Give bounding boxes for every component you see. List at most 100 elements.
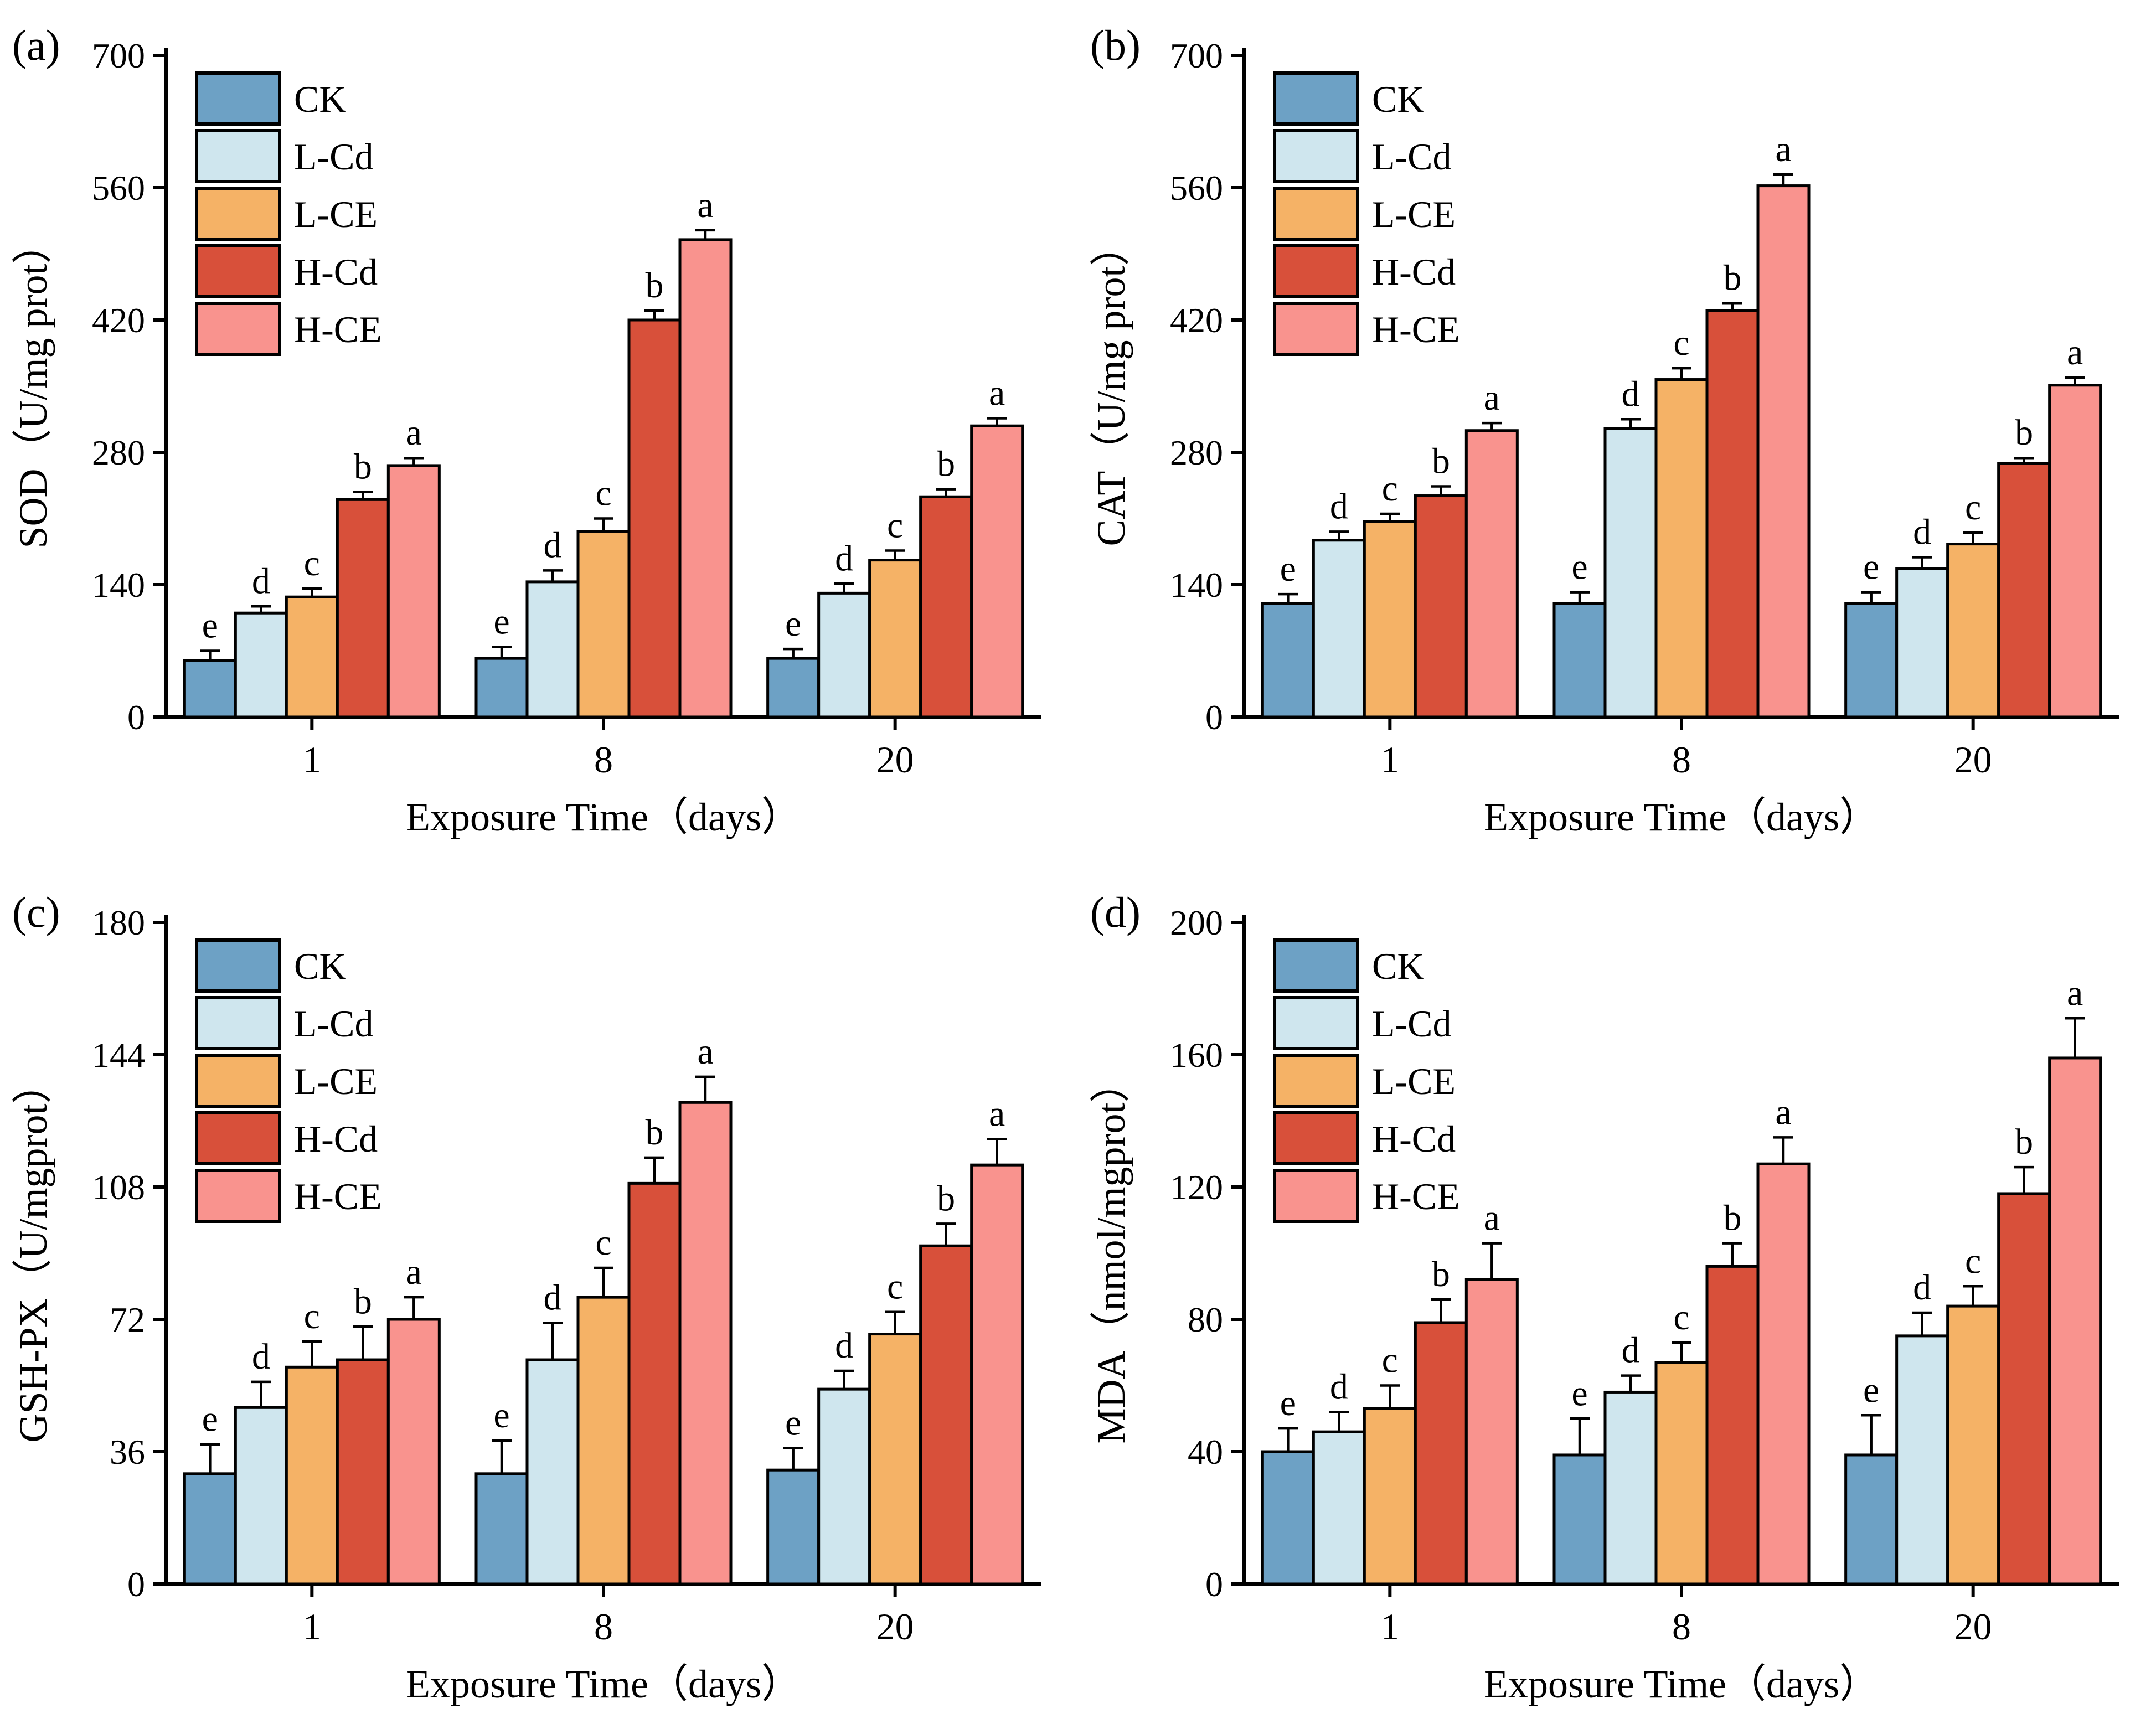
legend-label: CK [1372,945,1424,987]
bar-H-CE [970,1163,1024,1586]
bar-L-CE [285,1365,339,1586]
bar-H-CE [386,1318,441,1586]
y-axis-tick-label: 420 [1170,301,1223,340]
bar-H-CE [678,1101,733,1586]
y-axis-tick-label: 40 [1188,1432,1223,1472]
bar-H-CE [386,464,441,719]
sig-letter: c [1673,1297,1689,1338]
legend-label: H-Cd [1372,251,1456,293]
bar-H-CE [1756,1162,1811,1586]
bar-L-CE [285,595,339,719]
sig-letter: b [646,1112,664,1153]
y-axis-tick-label: 560 [92,168,145,208]
y-axis-tick-label: 0 [127,1565,145,1604]
legend-swatch-H-Cd [1273,1111,1359,1165]
y-axis-tick-label: 180 [92,903,145,942]
x-axis-tick-label: 8 [1672,739,1691,781]
bar-L-CE [1654,1361,1709,1586]
y-axis-title: CAT（U/mg prot） [1089,226,1133,546]
cat-bar-chart: (b) 0 140 280 420 560 700 CAT（U/mg prot） 1 8 20 Exp… [1089,21,2119,839]
y-axis-tick-label: 108 [92,1168,145,1207]
bar-L-CE [868,1333,922,1586]
x-axis-tick-label: 8 [1672,1606,1691,1648]
sig-letter: e [785,603,801,644]
sig-letter: a [2067,973,2083,1013]
bar-L-Cd [1603,427,1658,719]
bar-H-CE [2048,384,2102,719]
bar-H-Cd [627,1181,682,1586]
y-axis-tick-label: 80 [1188,1300,1223,1339]
panel-label: (a) [12,21,60,69]
sig-letter: d [835,1325,853,1366]
bar-L-Cd [1895,567,1949,719]
legend-swatch-L-CE [1273,187,1359,241]
legend-label: CK [294,945,346,987]
bar-CK [766,657,821,719]
bar-CK [474,657,529,719]
bar-H-Cd [336,1358,390,1586]
bar-L-CE [1363,520,1417,719]
bar-L-CE [576,530,631,719]
sig-letter: e [202,606,218,646]
bar-L-Cd [525,1358,580,1586]
y-axis-tick-label: 140 [92,565,145,605]
y-axis-tick-label: 140 [1170,565,1223,605]
sig-letter: c [595,1222,611,1263]
legend-swatch-L-Cd [195,996,281,1050]
legend-swatch-H-Cd [1273,244,1359,298]
bar-L-Cd [234,1406,288,1586]
sig-letter: b [937,444,955,484]
sig-letter: e [1863,1370,1879,1410]
sig-letter: a [406,412,422,453]
sig-letter: a [1484,378,1500,418]
sig-letter: c [1965,487,1981,528]
sig-letter: b [2015,1122,2033,1162]
legend-label: L-CE [1372,193,1456,235]
bar-CK [1261,1450,1315,1586]
sig-letter: a [697,1031,713,1072]
bar-L-CE [868,559,922,719]
bar-L-CE [1946,543,2000,719]
sig-letter: b [1724,1198,1742,1238]
y-axis-tick-label: 200 [1170,903,1223,942]
bar-CK [183,1472,237,1586]
sod-bar-chart: (a) 0 140 280 420 560 700 SOD（U/mg prot） 1 8 20 Exp… [11,21,1041,839]
bar-H-Cd [627,318,682,719]
bar-L-Cd [1603,1390,1658,1586]
mda-bar-chart: (d) 0 40 80 120 160 200 MDA（nmol/mgprot） 1 8 20 Exp… [1089,888,2119,1706]
sig-letter: d [1330,486,1348,527]
bar-CK [1844,602,1899,719]
sig-letter: c [1382,1340,1398,1381]
x-axis-title: Exposure Time（days） [1484,795,1879,839]
legend-swatch-L-Cd [1273,129,1359,183]
legend-label: L-Cd [294,136,374,178]
bar-L-Cd [1312,539,1366,719]
bar-CK [1261,602,1315,719]
bar-L-Cd [234,611,288,719]
x-axis-tick-label: 1 [302,1606,321,1648]
legend-swatch-CK [195,71,281,126]
legend-label: H-CE [1372,1175,1460,1217]
sig-letter: c [1965,1241,1981,1281]
x-axis-tick-label: 1 [302,739,321,781]
x-axis-tick-label: 20 [1954,739,1992,781]
sig-letter: b [1724,257,1742,298]
bar-H-CE [2048,1056,2102,1586]
legend-swatch-H-CE [195,302,281,356]
legend-label: H-CE [1372,308,1460,350]
legend-swatch-CK [1273,71,1359,126]
legend-swatch-H-CE [1273,1169,1359,1223]
x-axis-tick-label: 20 [876,739,914,781]
panel-label: (c) [12,888,60,936]
bar-CK [1844,1453,1899,1586]
bar-L-Cd [817,1387,871,1586]
bar-L-CE [1654,378,1709,719]
legend-label: H-Cd [294,1118,378,1160]
sig-letter: c [887,505,903,546]
bar-CK [1552,1453,1607,1586]
sig-letter: d [252,561,270,601]
sig-letter: d [1913,512,1931,552]
sig-letter: e [1571,547,1587,587]
legend-label: L-CE [1372,1060,1456,1102]
